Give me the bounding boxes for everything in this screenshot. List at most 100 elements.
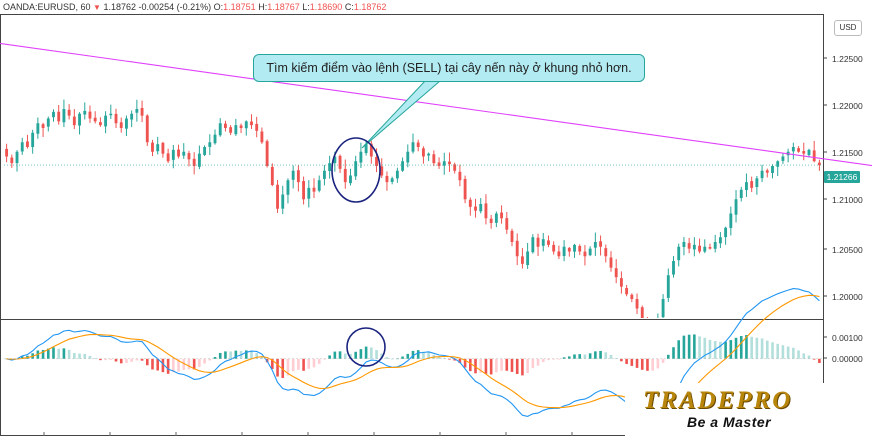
candle xyxy=(677,243,681,267)
candle xyxy=(213,129,217,145)
macd-histogram-bar xyxy=(729,340,733,359)
currency-button[interactable]: USD xyxy=(834,20,862,36)
candle xyxy=(349,168,352,186)
macd-histogram-bar xyxy=(531,358,535,369)
macd-histogram-bar xyxy=(88,355,92,359)
candle xyxy=(494,211,498,228)
open-value: 1.18751 xyxy=(223,2,256,12)
macd-histogram-bar xyxy=(52,347,55,359)
macd-histogram-bar xyxy=(198,358,201,367)
macd-histogram-bar xyxy=(802,353,806,359)
candle xyxy=(208,134,212,156)
candle xyxy=(786,148,790,163)
annotation-callout: Tìm kiếm điểm vào lệnh (SELL) tại cây nế… xyxy=(253,54,645,82)
macd-histogram-bar xyxy=(114,358,118,362)
macd-histogram-bar xyxy=(406,353,410,359)
macd-histogram-bar xyxy=(458,358,462,364)
macd-histogram-bar xyxy=(797,350,800,359)
candle xyxy=(197,145,201,170)
candle xyxy=(541,232,545,252)
candle xyxy=(791,142,795,160)
macd-histogram-bar xyxy=(776,343,780,359)
candle xyxy=(322,165,326,186)
macd-histogram-bar xyxy=(812,358,816,360)
candle xyxy=(657,313,659,318)
macd-histogram-bar xyxy=(599,350,602,359)
candle xyxy=(687,237,691,254)
candle xyxy=(390,176,394,185)
macd-histogram-bar xyxy=(536,358,540,366)
macd-histogram-bar xyxy=(588,353,592,359)
macd-histogram-bar xyxy=(401,356,404,359)
macd-histogram-bar xyxy=(521,358,524,376)
macd-histogram-bar xyxy=(203,358,206,364)
macd-histogram-bar xyxy=(390,358,394,360)
macd-histogram-bar xyxy=(693,334,696,359)
candle xyxy=(599,235,602,256)
candle xyxy=(114,108,118,128)
macd-histogram-bar xyxy=(500,358,503,371)
candle xyxy=(98,117,102,127)
candle xyxy=(296,165,300,192)
macd-histogram-bar xyxy=(260,356,264,359)
candle xyxy=(755,175,759,195)
macd-histogram-bar xyxy=(552,358,555,360)
macd-histogram-bar xyxy=(765,340,769,359)
macd-histogram-bar xyxy=(630,358,634,366)
candle xyxy=(614,259,618,284)
macd-histogram-bar xyxy=(156,358,160,371)
macd-histogram-bar xyxy=(276,358,279,377)
candle xyxy=(276,180,279,213)
candle xyxy=(234,118,238,136)
macd-histogram-bar xyxy=(385,357,389,359)
candle xyxy=(187,150,191,167)
candle xyxy=(224,120,227,132)
candle xyxy=(802,142,806,161)
macd-histogram-bar xyxy=(479,358,483,373)
candle xyxy=(578,244,582,256)
candle xyxy=(807,148,811,158)
macd-histogram-bar xyxy=(437,357,441,359)
macd-tick: 0.00100 xyxy=(832,333,863,343)
candle xyxy=(583,245,587,266)
macd-histogram-bar xyxy=(208,358,212,361)
candle xyxy=(270,163,274,187)
candle xyxy=(593,232,597,256)
macd-histogram-bar xyxy=(573,354,576,359)
macd-histogram-bar xyxy=(224,351,227,359)
trendline xyxy=(0,42,872,167)
candle xyxy=(364,139,368,156)
candle xyxy=(104,111,108,134)
macd-histogram-bar xyxy=(145,358,149,366)
candle xyxy=(135,99,139,122)
macd-histogram-bar xyxy=(135,358,139,361)
macd-histogram-bar xyxy=(416,350,420,359)
candle xyxy=(250,114,253,129)
macd-histogram-bar xyxy=(312,358,316,368)
candle xyxy=(547,235,550,248)
macd-histogram-bar xyxy=(130,358,133,362)
candle xyxy=(448,152,451,172)
macd-histogram-bar xyxy=(41,349,45,359)
candle xyxy=(479,198,483,214)
candle xyxy=(745,173,748,197)
price-tick: 1.22500 xyxy=(832,54,863,64)
macd-histogram-bar xyxy=(354,351,357,359)
macd-histogram-bar xyxy=(380,353,384,359)
candle xyxy=(520,248,524,269)
macd-histogram-bar xyxy=(20,356,24,359)
candle xyxy=(406,144,410,168)
candle xyxy=(203,145,207,157)
candle xyxy=(239,123,243,134)
candle xyxy=(531,234,535,254)
candle xyxy=(177,144,180,159)
candle xyxy=(229,125,233,136)
candle xyxy=(166,148,170,163)
candle xyxy=(562,240,566,262)
candle xyxy=(5,143,9,163)
price-tick: 1.21000 xyxy=(832,195,863,205)
high-value: 1.18767 xyxy=(267,2,300,12)
price-tick: 1.22000 xyxy=(832,101,863,111)
macd-histogram-bar xyxy=(672,347,675,359)
